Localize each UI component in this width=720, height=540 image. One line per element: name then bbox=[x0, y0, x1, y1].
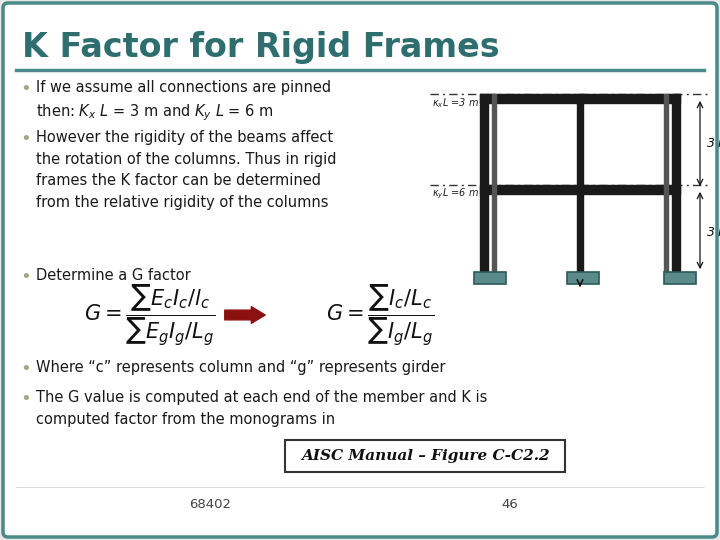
FancyBboxPatch shape bbox=[3, 3, 717, 537]
Bar bbox=[492, 94, 496, 272]
Text: 3 $m$: 3 $m$ bbox=[706, 137, 720, 150]
Text: •: • bbox=[20, 360, 31, 378]
Text: •: • bbox=[20, 390, 31, 408]
Text: 3 $m$: 3 $m$ bbox=[706, 226, 720, 239]
Text: The G value is computed at each end of the member and K is
computed factor from : The G value is computed at each end of t… bbox=[36, 390, 487, 427]
Bar bbox=[474, 272, 506, 284]
Bar bbox=[577, 94, 583, 272]
Text: $G = \dfrac{\sum I_c / L_c}{\sum I_g / L_g}$: $G = \dfrac{\sum I_c / L_c}{\sum I_g / L… bbox=[326, 282, 434, 348]
Bar bbox=[285, 440, 565, 472]
Text: If we assume all connections are pinned
then: $K_x$ $L$ = 3 m and $K_y$ $L$ = 6 : If we assume all connections are pinned … bbox=[36, 80, 331, 123]
Bar bbox=[664, 272, 696, 284]
Bar bbox=[480, 94, 680, 103]
Text: $G = \dfrac{\sum E_c I_c / l_c}{\sum E_g I_g / L_g}$: $G = \dfrac{\sum E_c I_c / l_c}{\sum E_g… bbox=[84, 282, 216, 348]
Text: Determine a G factor: Determine a G factor bbox=[36, 268, 191, 283]
Bar bbox=[480, 185, 680, 194]
Text: AISC Manual – Figure C-C2.2: AISC Manual – Figure C-C2.2 bbox=[301, 449, 549, 463]
Text: K Factor for Rigid Frames: K Factor for Rigid Frames bbox=[22, 31, 500, 64]
Bar bbox=[480, 94, 488, 272]
Bar bbox=[567, 272, 599, 284]
Text: 46: 46 bbox=[502, 498, 518, 511]
Bar bbox=[664, 94, 668, 272]
Text: Where “c” represents column and “g” represents girder: Where “c” represents column and “g” repr… bbox=[36, 360, 446, 375]
Text: •: • bbox=[20, 268, 31, 286]
Text: $\kappa_x L$ =3 m: $\kappa_x L$ =3 m bbox=[432, 96, 479, 110]
Text: •: • bbox=[20, 130, 31, 148]
Text: •: • bbox=[20, 80, 31, 98]
FancyArrowPatch shape bbox=[225, 307, 265, 323]
Text: 68402: 68402 bbox=[189, 498, 231, 511]
Text: However the rigidity of the beams affect
the rotation of the columns. Thus in ri: However the rigidity of the beams affect… bbox=[36, 130, 336, 210]
Bar bbox=[672, 94, 680, 272]
Text: $\kappa_y L$ =6 m: $\kappa_y L$ =6 m bbox=[432, 187, 479, 201]
